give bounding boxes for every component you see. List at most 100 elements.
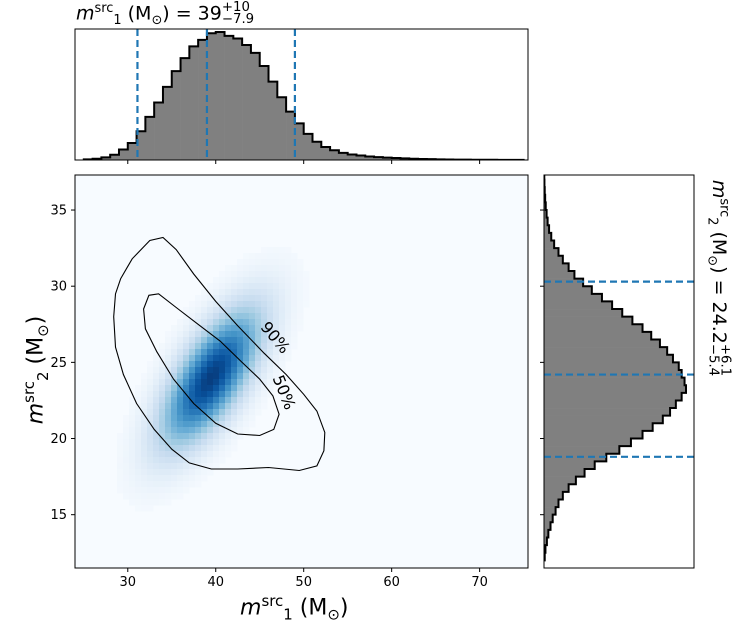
heatmap-cell xyxy=(159,373,166,380)
heatmap-cell xyxy=(249,367,256,374)
heatmap-cell xyxy=(207,349,214,356)
heatmap-cell xyxy=(177,331,184,338)
heatmap-cell xyxy=(219,283,226,290)
heatmap-cell xyxy=(231,385,238,392)
heatmap-cell xyxy=(285,259,292,266)
heatmap-cell xyxy=(219,355,226,362)
heatmap-cell xyxy=(261,379,268,386)
heatmap-cell xyxy=(213,403,220,410)
heatmap-cell xyxy=(261,289,268,296)
heatmap-cell xyxy=(123,481,130,488)
heatmap-cell xyxy=(141,409,148,416)
m1-marginal-panel xyxy=(74,28,529,164)
heatmap-cell xyxy=(141,403,148,410)
heatmap-cell xyxy=(183,337,190,344)
heatmap-cell xyxy=(183,367,190,374)
heatmap-cell xyxy=(243,397,250,404)
heatmap-cell xyxy=(237,397,244,404)
heatmap-cell xyxy=(201,349,208,356)
heatmap-cell xyxy=(279,289,286,296)
m1-hist-bar xyxy=(118,149,129,160)
heatmap-cell xyxy=(183,307,190,314)
m1-hist-bar xyxy=(356,155,366,160)
heatmap-cell xyxy=(237,433,244,440)
m2-hist-bar xyxy=(544,331,652,340)
heatmap-cell xyxy=(195,355,202,362)
heatmap-cell xyxy=(279,301,286,308)
heatmap-cell xyxy=(267,379,274,386)
y-axis-label: msrc2 (M⊙) xyxy=(20,315,52,425)
heatmap-cell xyxy=(159,445,166,452)
heatmap-cell xyxy=(219,325,226,332)
heatmap-cell xyxy=(147,397,154,404)
m1-hist-bar xyxy=(365,156,375,160)
heatmap-cell xyxy=(201,379,208,386)
heatmap-cell xyxy=(183,379,190,386)
heatmap-cell xyxy=(273,325,280,332)
heatmap-cell xyxy=(225,445,232,452)
heatmap-cell xyxy=(285,247,292,254)
m1-hist-bar xyxy=(206,33,217,160)
heatmap-cell xyxy=(273,295,280,302)
heatmap-cell xyxy=(225,283,232,290)
heatmap-cell xyxy=(303,277,310,284)
heatmap-cell xyxy=(279,325,286,332)
heatmap-cell xyxy=(135,505,142,512)
heatmap-cell xyxy=(201,301,208,308)
heatmap-cell xyxy=(231,433,238,440)
heatmap-cell xyxy=(153,481,160,488)
heatmap-cell xyxy=(117,463,124,470)
heatmap-cell xyxy=(147,493,154,500)
m2-hist-bar xyxy=(544,347,668,356)
m1-hist-bar xyxy=(382,157,392,160)
heatmap-cell xyxy=(141,493,148,500)
heatmap-cell xyxy=(147,463,154,470)
heatmap-cell xyxy=(153,373,160,380)
heatmap-cell xyxy=(135,421,142,428)
heatmap-cell xyxy=(129,397,136,404)
m1-hist-bar xyxy=(136,131,146,160)
heatmap-cell xyxy=(285,355,292,362)
heatmap-cell xyxy=(261,313,268,320)
heatmap-cell xyxy=(273,247,280,254)
heatmap-cell xyxy=(243,259,250,266)
heatmap-cell xyxy=(261,361,268,368)
heatmap-cell xyxy=(171,463,178,470)
heatmap-cell xyxy=(249,295,256,302)
heatmap-cell xyxy=(189,403,196,410)
heatmap-cell xyxy=(201,319,208,326)
heatmap-cell xyxy=(267,361,274,368)
heatmap-cell xyxy=(135,439,142,446)
heatmap-cell xyxy=(183,325,190,332)
m1-hist-bar xyxy=(215,32,225,160)
heatmap-cell xyxy=(279,307,286,314)
heatmap-cell xyxy=(243,391,250,398)
heatmap-cell xyxy=(147,361,154,368)
heatmap-cell xyxy=(213,445,220,452)
heatmap-cell xyxy=(123,415,130,422)
m1-hist-bar xyxy=(268,81,278,160)
heatmap-cell xyxy=(255,313,262,320)
heatmap-cell xyxy=(285,289,292,296)
heatmap-cell xyxy=(201,385,208,392)
heatmap-cell xyxy=(123,475,130,482)
heatmap-cell xyxy=(195,325,202,332)
heatmap-cell xyxy=(195,349,202,356)
heatmap-cell xyxy=(183,313,190,320)
heatmap-cell xyxy=(285,325,292,332)
heatmap-cell xyxy=(171,415,178,422)
heatmap-cell xyxy=(159,439,166,446)
m1-hist-bar xyxy=(321,146,331,160)
heatmap-cell xyxy=(261,247,268,254)
heatmap-cell xyxy=(135,397,142,404)
heatmap-cell xyxy=(147,391,154,398)
heatmap-cell xyxy=(207,283,214,290)
heatmap-cell xyxy=(141,391,148,398)
heatmap-cell xyxy=(159,421,166,428)
heatmap-cell xyxy=(141,463,148,470)
heatmap-cell xyxy=(177,391,184,398)
heatmap-cell xyxy=(261,271,268,278)
heatmap-cell xyxy=(255,301,262,308)
heatmap-cell xyxy=(135,415,142,422)
heatmap-cell xyxy=(171,361,178,368)
